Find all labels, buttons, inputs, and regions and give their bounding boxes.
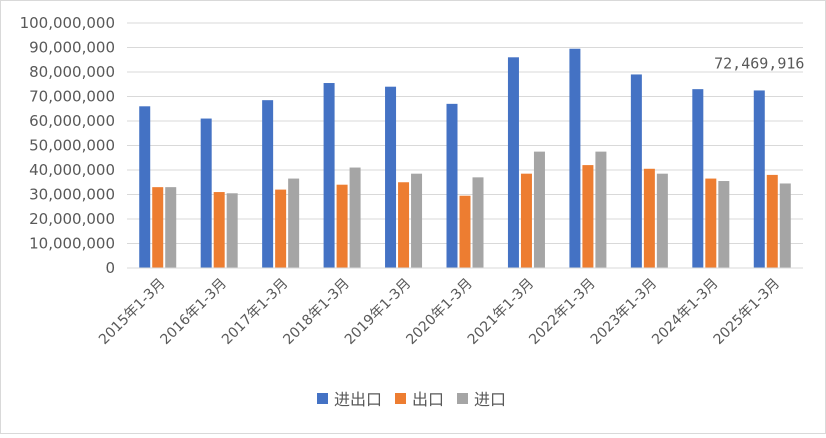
legend-label: 进口 (474, 390, 506, 409)
x-axis-category-labels: 2015年1-3月2016年1-3月2017年1-3月2018年1-3月2019… (96, 276, 783, 348)
bar-export (520, 173, 532, 268)
bars (139, 48, 791, 269)
legend-swatch (317, 393, 328, 404)
data-label: 72,469,916 (714, 54, 804, 72)
y-tick-label: 30,000,000 (29, 186, 115, 204)
y-tick-label: 0 (105, 259, 115, 277)
gridlines (127, 22, 803, 244)
bar-import (718, 181, 730, 268)
bar-total (507, 57, 519, 268)
bar-export (152, 187, 164, 268)
bar-export (459, 195, 471, 268)
y-tick-label: 90,000,000 (29, 39, 115, 57)
bar-import (288, 178, 300, 268)
bar-total (323, 83, 335, 269)
bar-total (200, 118, 212, 268)
bar-total (630, 74, 642, 268)
bar-total (446, 103, 458, 268)
legend-label: 进出口 (334, 390, 382, 409)
y-tick-label: 60,000,000 (29, 112, 115, 130)
y-tick-label: 20,000,000 (29, 210, 115, 228)
legend: 进出口 出口 进口 (317, 390, 506, 409)
bar-export (398, 182, 410, 268)
bar-export (213, 192, 225, 268)
bar-import (533, 151, 545, 268)
legend-swatch (457, 393, 468, 404)
y-tick-label: 80,000,000 (29, 63, 115, 81)
bar-export (275, 189, 287, 268)
y-tick-label: 40,000,000 (29, 161, 115, 179)
y-tick-label: 50,000,000 (29, 137, 115, 155)
bar-import (226, 193, 238, 268)
bar-export (705, 178, 717, 268)
bar-import (349, 167, 361, 268)
bar-import (595, 151, 607, 268)
bar-export (582, 165, 594, 268)
bar-total (262, 100, 274, 268)
y-tick-label: 70,000,000 (29, 88, 115, 106)
data-labels: 72,469,916 (714, 54, 804, 72)
bar-import (656, 173, 668, 268)
bar-total (753, 90, 765, 269)
bar-total (139, 106, 151, 268)
bar-import (165, 187, 177, 268)
legend-swatch (395, 393, 406, 404)
y-tick-label: 10,000,000 (29, 235, 115, 253)
bar-export (643, 168, 655, 268)
legend-label: 出口 (412, 390, 444, 409)
bar-export (766, 174, 778, 268)
bar-total (385, 86, 397, 268)
bar-import (779, 183, 791, 268)
y-tick-label: 100,000,000 (20, 14, 115, 32)
bar-export (336, 184, 348, 268)
x-category-label: 2025年1-3月 (711, 276, 783, 348)
bar-import (411, 173, 423, 268)
bar-total (569, 48, 581, 268)
bar-import (472, 177, 484, 268)
y-axis-tick-labels: 0 10,000,000 20,000,000 30,000,000 40,000,00… (20, 14, 115, 277)
bar-total (692, 89, 704, 269)
